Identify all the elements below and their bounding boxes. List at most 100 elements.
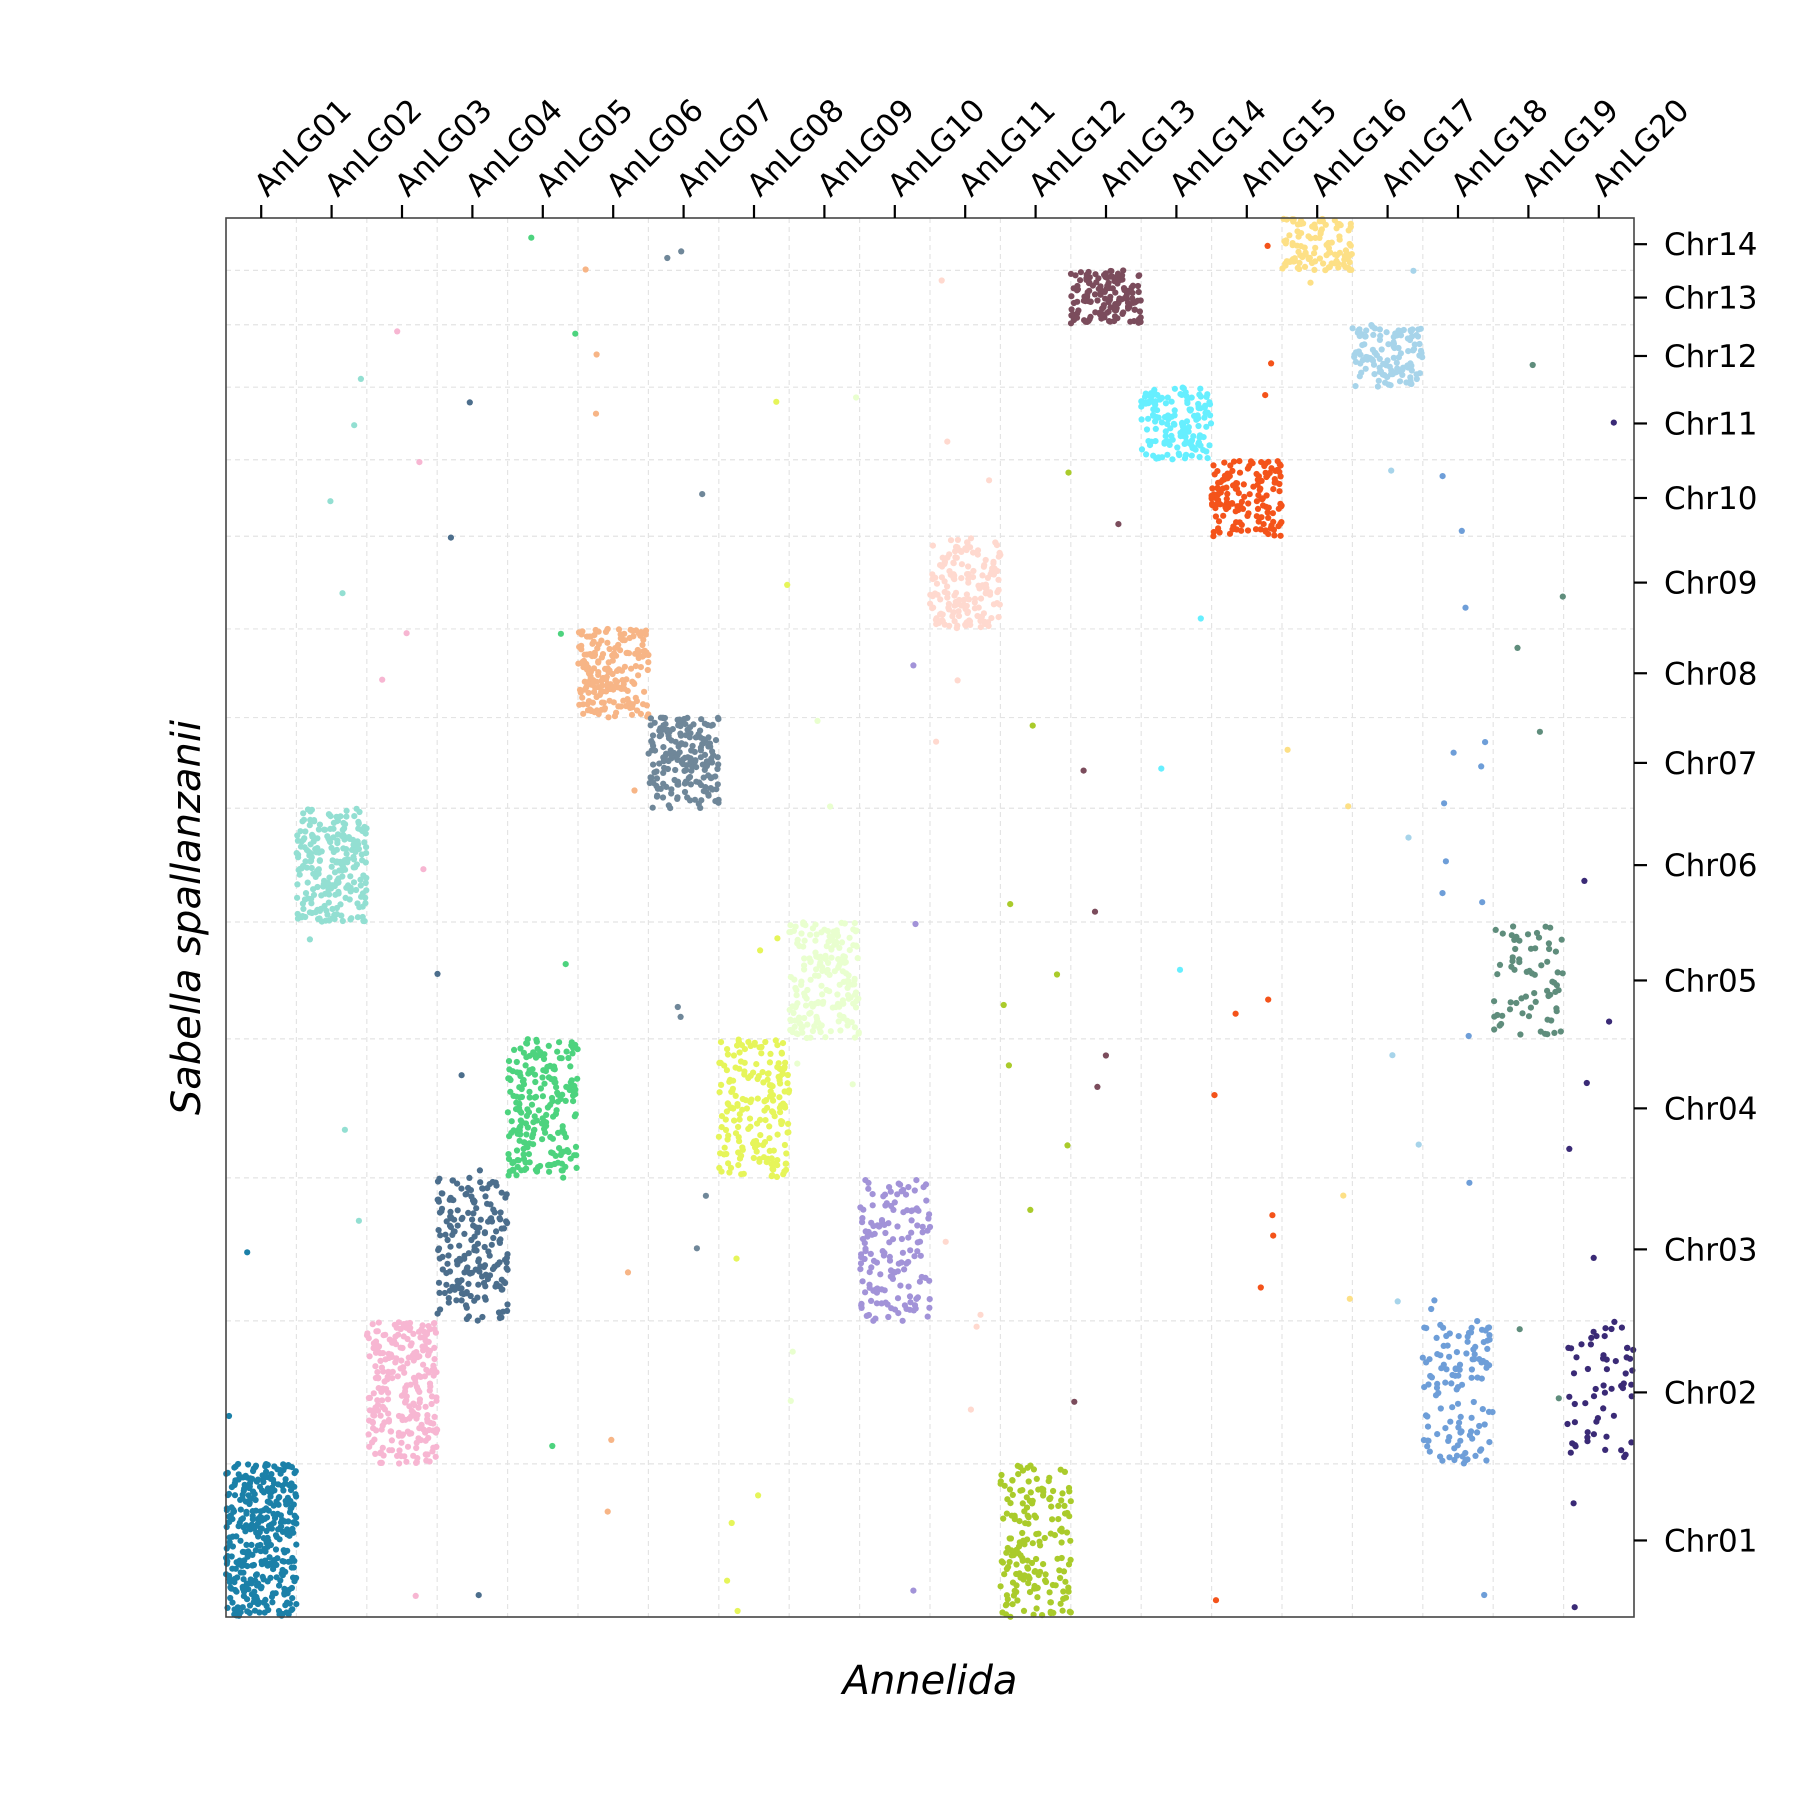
data-point (531, 1113, 538, 1120)
data-point (340, 819, 347, 827)
data-point (1197, 385, 1204, 392)
data-point (445, 1252, 452, 1259)
data-point (593, 351, 600, 358)
data-point (1096, 311, 1104, 318)
data-point (1007, 901, 1014, 908)
data-point (1318, 226, 1325, 233)
data-point (424, 1352, 432, 1359)
data-point (1009, 1477, 1016, 1484)
block-AnLG16-Chr14 (1279, 215, 1355, 274)
data-point (839, 997, 847, 1004)
data-point (387, 1428, 395, 1435)
data-point (295, 867, 302, 874)
data-point (1155, 414, 1162, 421)
data-point (1056, 1567, 1063, 1574)
data-point (1608, 1385, 1615, 1392)
data-point (756, 1044, 763, 1051)
data-point (1622, 1370, 1629, 1377)
data-point (769, 1083, 776, 1090)
data-point (767, 1088, 774, 1095)
data-point (1396, 378, 1404, 385)
data-point (1009, 1601, 1016, 1608)
data-point (613, 709, 620, 716)
data-point (687, 755, 694, 763)
data-point (445, 1295, 452, 1302)
data-point (1439, 473, 1446, 480)
data-point (916, 1278, 924, 1285)
data-point (990, 571, 998, 578)
data-point (401, 1453, 408, 1460)
data-point (1311, 250, 1318, 257)
data-point (852, 928, 859, 935)
data-point (306, 822, 313, 829)
data-point (1059, 1490, 1066, 1497)
data-point (709, 786, 716, 793)
data-point (290, 1519, 297, 1526)
data-point (882, 1202, 889, 1209)
data-point (907, 1247, 914, 1254)
data-point (1368, 356, 1376, 363)
data-point (1077, 277, 1084, 284)
data-point (1433, 1334, 1440, 1341)
data-point (1571, 1400, 1578, 1408)
data-point (267, 1493, 274, 1500)
data-point (275, 1607, 283, 1615)
data-point (408, 1340, 415, 1347)
data-point (1590, 1254, 1597, 1261)
data-point (900, 1209, 907, 1216)
data-point (307, 858, 314, 865)
data-point (520, 1151, 527, 1158)
data-point (1392, 369, 1400, 376)
data-point (1175, 450, 1182, 457)
data-point (1316, 218, 1323, 225)
data-point (970, 549, 977, 556)
data-point (565, 1148, 572, 1156)
data-point (1024, 1557, 1031, 1564)
data-point (854, 955, 861, 962)
data-point (1440, 1324, 1447, 1331)
data-point (680, 761, 687, 768)
data-point (762, 1117, 769, 1124)
data-point (873, 1289, 881, 1296)
data-point (1229, 467, 1236, 474)
data-point (1270, 1232, 1277, 1239)
data-point (1307, 279, 1314, 286)
data-point (308, 900, 315, 907)
data-point (1214, 484, 1221, 492)
data-point (1426, 1356, 1433, 1363)
data-point (433, 1394, 440, 1401)
data-point (778, 1102, 785, 1109)
data-point (490, 1206, 497, 1213)
data-point (537, 1049, 544, 1056)
data-point (1513, 933, 1520, 941)
data-point (482, 1193, 489, 1200)
data-point (870, 1222, 877, 1230)
data-point (1003, 1592, 1011, 1599)
data-point (424, 1412, 431, 1419)
data-point (938, 574, 946, 581)
data-point (815, 972, 822, 980)
data-point (939, 611, 946, 618)
data-point (525, 1070, 532, 1077)
data-point (1055, 1502, 1062, 1509)
data-point (423, 1457, 430, 1464)
data-point (242, 1528, 249, 1535)
data-point (1161, 439, 1168, 446)
data-point (999, 1609, 1006, 1616)
data-point (818, 982, 825, 989)
data-point (1603, 1366, 1610, 1373)
data-point (264, 1578, 271, 1585)
data-point (410, 1400, 417, 1407)
data-point (1061, 1502, 1068, 1509)
data-point (570, 1092, 577, 1099)
data-point (965, 563, 972, 570)
data-point (1249, 460, 1256, 467)
data-point (246, 1500, 253, 1508)
block-AnLG13-Chr13 (1067, 267, 1144, 327)
data-point (604, 680, 611, 688)
data-point (958, 548, 965, 556)
data-point (836, 1003, 843, 1010)
data-point (1496, 1022, 1503, 1029)
data-point (476, 1167, 483, 1174)
data-point (1188, 442, 1195, 449)
